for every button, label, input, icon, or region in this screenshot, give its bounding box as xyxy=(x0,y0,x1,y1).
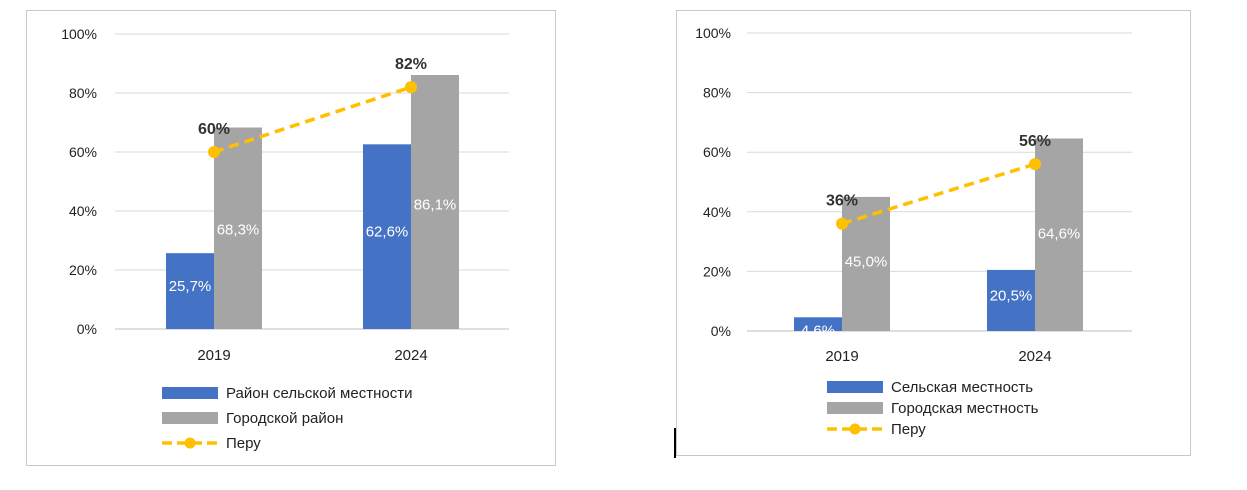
y-tick-label: 60% xyxy=(69,144,97,160)
bar-data-label: 62,6% xyxy=(366,224,409,241)
bar-data-label: 20,5% xyxy=(990,287,1033,304)
legend-label: Район сельской местности xyxy=(226,385,412,402)
legend-label: Сельская местность xyxy=(891,379,1033,396)
y-tick-label: 20% xyxy=(703,263,731,279)
bar-data-label: 64,6% xyxy=(1038,226,1081,243)
peru-data-label: 36% xyxy=(826,193,858,210)
bar-data-label: 25,7% xyxy=(169,278,212,295)
legend-swatch-0 xyxy=(162,387,218,399)
chart-panel-right: 0% 20% 40% 60% 80% 100% 4,6% 45,0% 2019 20,5% 64,6… xyxy=(676,10,1191,456)
bar-rural-2019 xyxy=(794,317,842,331)
y-tick-label: 80% xyxy=(703,85,731,101)
y-tick-label: 40% xyxy=(69,203,97,219)
x-category-label: 2024 xyxy=(394,347,427,364)
peru-data-label: 56% xyxy=(1019,133,1051,150)
peru-point-2024 xyxy=(1029,158,1041,171)
bar-urban-2019 xyxy=(214,127,262,329)
peru-data-label: 60% xyxy=(198,121,230,138)
x-category-label: 2019 xyxy=(197,347,230,364)
legend-swatch-0 xyxy=(827,381,883,393)
y-tick-label: 80% xyxy=(69,85,97,101)
bar-data-label: 45,0% xyxy=(845,254,888,271)
cursor-line xyxy=(674,428,676,458)
bar-rural-2019 xyxy=(166,253,214,329)
legend-swatch-1 xyxy=(162,412,218,424)
y-tick-label: 60% xyxy=(703,144,731,160)
peru-line xyxy=(841,162,1036,226)
y-tick-label: 100% xyxy=(61,26,97,42)
legend-swatch-marker xyxy=(184,437,196,449)
y-tick-label: 40% xyxy=(703,204,731,220)
peru-point-2019 xyxy=(836,217,848,230)
peru-data-label: 82% xyxy=(395,56,427,73)
x-category-label: 2024 xyxy=(1018,348,1051,365)
legend-swatch-1 xyxy=(827,402,883,414)
legend-label: Городской район xyxy=(226,410,343,427)
bar-urban-2024 xyxy=(411,75,459,329)
bar-data-label: 68,3% xyxy=(217,221,260,238)
chart-left: 0% 20% 40% 60% 80% 100% 25,7% 68,3% 2019 62,6% 86,… xyxy=(61,26,509,452)
peru-point-2019 xyxy=(208,146,220,158)
peru-point-2024 xyxy=(405,81,417,94)
bar-data-label: 86,1% xyxy=(414,197,457,214)
y-tick-label: 0% xyxy=(77,321,97,337)
bar-rural-2024 xyxy=(363,144,411,329)
y-tick-label: 0% xyxy=(711,323,731,339)
legend-label: Перу xyxy=(891,421,926,438)
bar-rural-2024 xyxy=(987,269,1035,331)
chart-panel-left: 0% 20% 40% 60% 80% 100% 25,7% 68,3% 2019 62,6% 86,… xyxy=(26,10,556,466)
peru-line xyxy=(213,85,412,154)
legend-label: Городская местность xyxy=(891,400,1039,417)
bar-urban-2024 xyxy=(1035,138,1083,331)
bar-urban-2019 xyxy=(842,196,890,331)
legend-swatch-marker xyxy=(849,423,861,435)
bar-data-label: 4,6% xyxy=(801,322,835,339)
x-category-label: 2019 xyxy=(825,348,858,365)
y-tick-label: 100% xyxy=(695,25,731,41)
legend-label: Перу xyxy=(226,435,261,452)
chart-right: 0% 20% 40% 60% 80% 100% 4,6% 45,0% 2019 20,5% 64,6… xyxy=(695,25,1132,438)
y-tick-label: 20% xyxy=(69,262,97,278)
